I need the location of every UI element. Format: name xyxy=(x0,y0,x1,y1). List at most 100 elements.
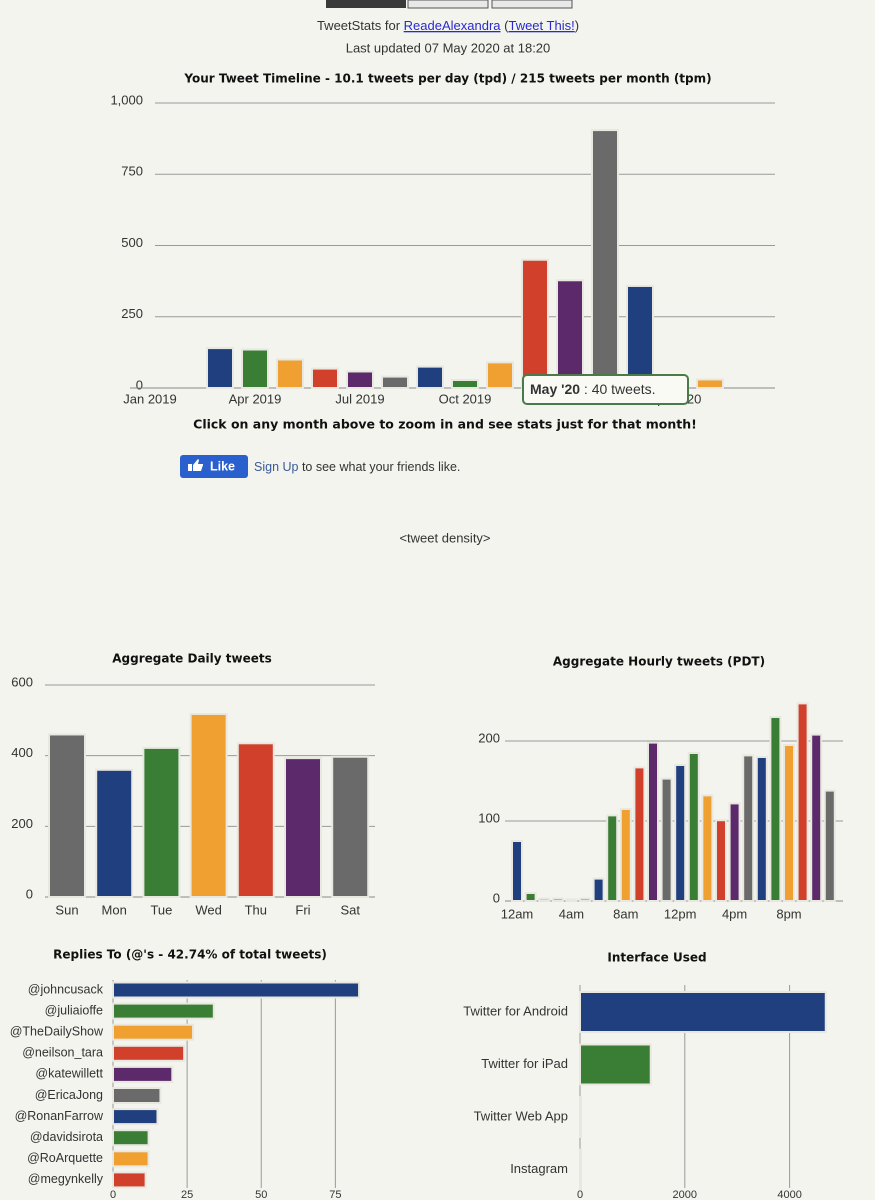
bar[interactable] xyxy=(660,777,673,902)
thumb-icon xyxy=(188,459,203,471)
bar[interactable] xyxy=(112,1023,195,1041)
bar[interactable] xyxy=(538,897,551,902)
chart-title: Replies To (@'s - 42.74% of total tweets… xyxy=(53,948,327,962)
y-tick-label: Instagram xyxy=(510,1161,568,1176)
chart-title: Your Tweet Timeline - 10.1 tweets per da… xyxy=(183,72,711,86)
bar[interactable] xyxy=(511,840,523,902)
y-tick-label: Twitter for Android xyxy=(463,1003,568,1018)
bar[interactable] xyxy=(796,702,809,903)
bar[interactable] xyxy=(241,348,269,389)
bar[interactable] xyxy=(486,361,514,390)
bar[interactable] xyxy=(381,375,409,390)
bar[interactable] xyxy=(284,757,322,899)
bar[interactable] xyxy=(112,1044,186,1062)
x-tick-label: 25 xyxy=(181,1189,193,1200)
bar[interactable] xyxy=(311,367,339,389)
bar[interactable] xyxy=(551,897,564,902)
bar[interactable] xyxy=(783,744,795,902)
bar[interactable] xyxy=(451,379,479,389)
bar[interactable] xyxy=(112,981,361,999)
x-tick-label: Apr 2019 xyxy=(229,391,282,406)
bar[interactable] xyxy=(701,794,714,903)
y-tick-label: 0 xyxy=(26,886,33,901)
bar[interactable] xyxy=(416,365,444,389)
tab[interactable] xyxy=(491,0,573,9)
bar[interactable] xyxy=(112,1002,215,1020)
bar[interactable] xyxy=(579,897,591,902)
bar[interactable] xyxy=(674,764,687,902)
bar[interactable] xyxy=(769,716,782,902)
tab[interactable] xyxy=(407,0,489,9)
y-tick-label: 200 xyxy=(11,816,33,831)
bar[interactable] xyxy=(626,284,654,389)
bar[interactable] xyxy=(48,733,86,899)
bar[interactable] xyxy=(189,712,228,898)
bar[interactable] xyxy=(112,1129,150,1147)
bar[interactable] xyxy=(728,802,741,903)
x-tick-label: 4pm xyxy=(722,906,747,921)
bar[interactable] xyxy=(524,892,537,902)
like-caption: to see what your friends like. xyxy=(298,460,460,474)
bar[interactable] xyxy=(647,741,659,902)
bar[interactable] xyxy=(346,370,374,390)
bar[interactable] xyxy=(556,279,584,389)
bar[interactable] xyxy=(715,819,727,903)
x-tick-label: 4000 xyxy=(777,1189,801,1200)
bar[interactable] xyxy=(206,347,234,390)
bar[interactable] xyxy=(142,746,181,898)
bar[interactable] xyxy=(112,1065,174,1083)
bar[interactable] xyxy=(579,1043,652,1086)
bar[interactable] xyxy=(331,755,370,899)
x-tick-label: 8pm xyxy=(776,906,801,921)
bar[interactable] xyxy=(755,756,768,902)
bar[interactable] xyxy=(633,766,646,903)
bar[interactable] xyxy=(606,814,619,903)
bar[interactable] xyxy=(579,1148,582,1191)
y-tick-label: 250 xyxy=(121,306,143,321)
x-tick-label: Tue xyxy=(150,902,172,917)
y-tick-label: @TheDailyShow xyxy=(10,1024,104,1038)
bar[interactable] xyxy=(592,877,605,902)
x-tick-label: Thu xyxy=(245,902,267,917)
bar[interactable] xyxy=(591,129,619,389)
tweet-this-link[interactable]: Tweet This! xyxy=(508,18,574,33)
x-tick-label: 8am xyxy=(613,906,638,921)
y-tick-label: Twitter for iPad xyxy=(481,1056,568,1071)
bar[interactable] xyxy=(696,378,724,390)
tab[interactable] xyxy=(326,0,406,8)
bar[interactable] xyxy=(579,991,827,1033)
bar[interactable] xyxy=(95,768,134,898)
x-tick-label: 4am xyxy=(559,906,584,921)
user-link[interactable]: ReadeAlexandra xyxy=(404,18,502,33)
bar[interactable] xyxy=(579,1096,582,1138)
y-tick-label: 100 xyxy=(478,810,500,825)
x-tick-label: Jan 2019 xyxy=(123,391,177,406)
bar[interactable] xyxy=(236,742,275,898)
bar[interactable] xyxy=(112,1087,162,1104)
bar[interactable] xyxy=(742,754,755,903)
bar[interactable] xyxy=(112,1171,147,1189)
bar[interactable] xyxy=(565,898,578,903)
y-tick-label: @katewillett xyxy=(35,1067,103,1081)
header-prefix: TweetStats for xyxy=(317,18,404,33)
bar[interactable] xyxy=(112,1108,159,1126)
y-tick-label: 1,000 xyxy=(110,92,143,107)
y-tick-label: @davidsirota xyxy=(30,1130,103,1144)
like-label[interactable]: Like xyxy=(210,459,235,473)
bar[interactable] xyxy=(619,808,632,902)
tweet-density: <tweet density> xyxy=(399,530,490,545)
x-tick-label: Sun xyxy=(55,902,78,917)
signup-link[interactable]: Sign Up xyxy=(254,460,299,474)
y-tick-label: 0 xyxy=(493,890,500,905)
paren: ) xyxy=(575,18,579,33)
header-line: TweetStats for ReadeAlexandra (Tweet Thi… xyxy=(317,18,579,33)
chart-title: Aggregate Daily tweets xyxy=(112,652,272,666)
bar[interactable] xyxy=(521,258,549,389)
bar[interactable] xyxy=(823,789,836,902)
bar[interactable] xyxy=(112,1150,150,1168)
bar[interactable] xyxy=(810,733,823,902)
y-tick-label: @RonanFarrow xyxy=(15,1109,104,1123)
bar[interactable] xyxy=(687,752,700,902)
bar[interactable] xyxy=(276,358,304,389)
